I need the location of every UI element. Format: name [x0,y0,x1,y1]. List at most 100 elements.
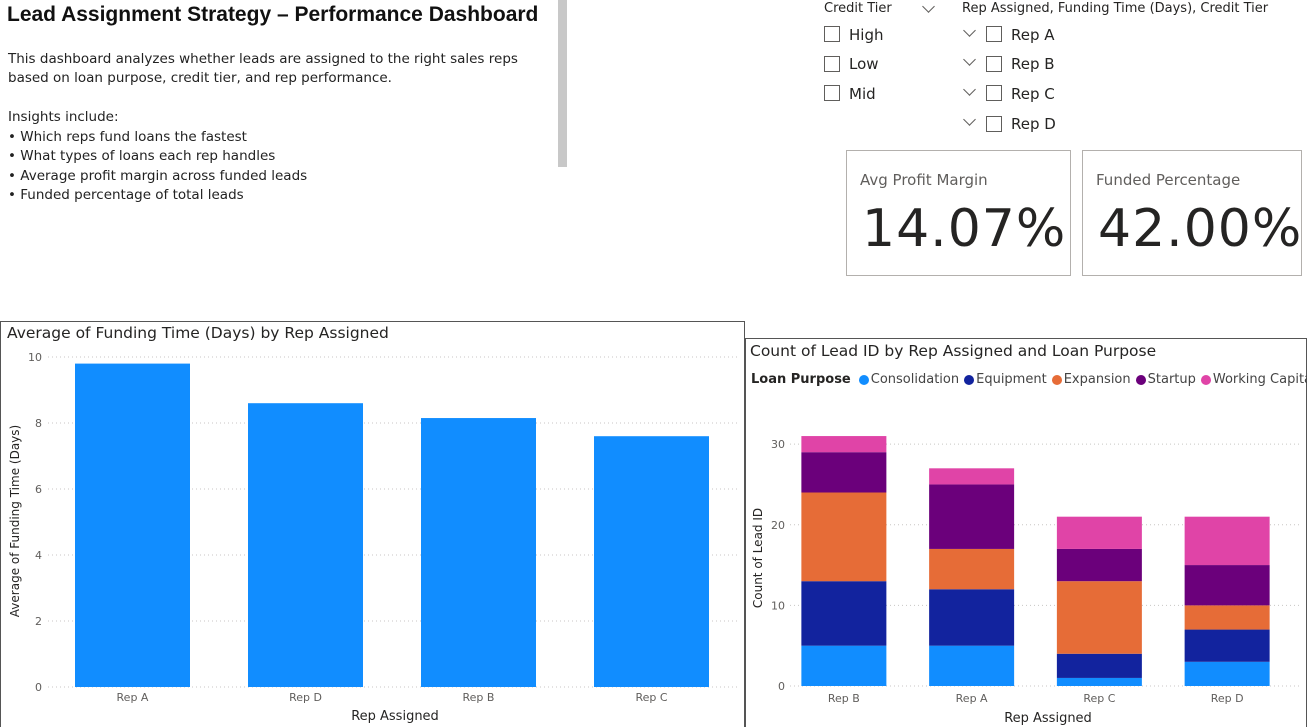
y-axis-title: Average of Funding Time (Days) [8,425,22,617]
chevron-down-icon[interactable] [963,53,976,66]
checkbox[interactable] [986,116,1002,132]
x-tick-label: Rep D [289,691,322,704]
checkbox[interactable] [986,26,1002,42]
y-tick-label: 8 [35,417,42,430]
card-value: 14.07% [862,199,1067,259]
bar [421,418,536,687]
y-tick-label: 10 [28,351,42,364]
bar-segment [929,589,1015,646]
bar-segment [1184,516,1270,566]
legend-label: Working Capital [1212,372,1307,387]
legend-item[interactable]: Expansion [1051,372,1131,387]
insights-list: Which reps fund loans the fastest What t… [8,128,307,206]
x-tick-label: Rep C [635,691,667,704]
y-tick-label: 0 [778,680,785,693]
legend-label: Consolidation [870,372,960,387]
bar [594,436,709,687]
bar-segment [1056,516,1142,549]
card-value: 42.00% [1098,199,1303,259]
bar-segment [1056,653,1142,678]
insight-item: Average profit margin across funded lead… [8,167,307,187]
bar-segment [801,452,887,493]
chart-plot: 0 10 20 30 Rep B Rep A Rep C Rep D Rep Assigned C… [751,436,1301,726]
x-axis-title: Rep Assigned [1004,711,1092,726]
textbox-scrollbar[interactable] [558,0,567,167]
checkbox[interactable] [824,26,840,42]
bar-segment [801,581,887,646]
y-tick-label: 10 [771,599,785,612]
bar-segment [1056,677,1142,686]
card-label: Funded Percentage [1096,171,1241,189]
x-tick-label: Rep B [463,691,495,704]
y-tick-label: 0 [35,681,42,694]
bar-segment [1056,581,1142,654]
bar-segment [1184,629,1270,662]
chevron-down-icon[interactable] [963,83,976,96]
bar-segment [801,492,887,582]
checkbox[interactable] [824,85,840,101]
chart-plot: 0 2 4 6 8 10 Rep A Rep D Rep B Rep C Rep Assigned A… [8,351,740,724]
bar-segment [929,468,1015,485]
credit-tier-slicer-header: Credit Tier [824,1,892,16]
legend-item[interactable]: Equipment [964,372,1047,387]
legend-item[interactable]: Startup [1135,372,1196,387]
bar-segment [1184,605,1270,630]
x-tick-label: Rep A [956,692,988,705]
x-tick-label: Rep B [828,692,860,705]
lead-count-chart[interactable]: Count of Lead ID by Rep Assigned and Loa… [745,338,1307,727]
slicer-option-label: Mid [849,85,876,103]
funding-time-chart[interactable]: Average of Funding Time (Days) by Rep As… [0,321,745,727]
legend-item[interactable]: Working Capital [1200,372,1307,387]
legend-title: Loan Purpose [751,372,851,387]
intro-description: This dashboard analyzes whether leads ar… [8,51,518,86]
avg-profit-margin-card[interactable]: Avg Profit Margin 14.07% [846,150,1071,276]
y-tick-label: 20 [771,519,785,532]
card-label: Avg Profit Margin [860,171,988,189]
insights-heading: Insights include: [8,109,119,125]
insight-item: Which reps fund loans the fastest [8,128,307,148]
bar-segment [801,436,887,453]
bar-segment [1056,548,1142,582]
funded-percentage-card[interactable]: Funded Percentage 42.00% [1082,150,1302,276]
bar [75,363,190,687]
bar-segment [801,645,887,686]
chart-title: Count of Lead ID by Rep Assigned and Loa… [750,342,1157,360]
slicer-option-label: Rep C [1011,85,1055,103]
legend-label: Startup [1147,372,1196,387]
checkbox[interactable] [824,56,840,72]
x-axis-title: Rep Assigned [351,709,439,724]
legend-marker [858,374,869,385]
legend-label: Equipment [976,372,1047,387]
checkbox[interactable] [986,56,1002,72]
rep-slicer-header: Rep Assigned, Funding Time (Days), Credi… [962,1,1269,16]
bar-segment [929,548,1015,590]
slicer-option-label: High [849,26,884,44]
slicer-option-label: Rep D [1011,115,1056,133]
x-tick-label: Rep D [1211,692,1244,705]
slicer-option-label: Rep A [1011,26,1055,44]
slicer-option-label: Rep B [1011,55,1055,73]
y-tick-label: 30 [771,438,785,451]
legend-item[interactable]: Consolidation [858,372,960,387]
legend-label: Expansion [1063,372,1131,387]
legend-marker [1051,374,1062,385]
legend-marker [964,374,975,385]
legend-marker [1135,374,1146,385]
chart-title: Average of Funding Time (Days) by Rep As… [7,324,389,342]
y-tick-label: 6 [35,483,42,496]
checkbox[interactable] [986,85,1002,101]
insight-item: Funded percentage of total leads [8,186,307,206]
legend-marker [1200,374,1211,385]
chevron-down-icon[interactable] [922,0,935,13]
chevron-down-icon[interactable] [963,24,976,37]
bar-segment [1184,565,1270,606]
bar-segment [929,645,1015,686]
y-tick-label: 2 [35,615,42,628]
page-title: Lead Assignment Strategy – Performance D… [7,3,539,26]
insight-item: What types of loans each rep handles [8,147,307,167]
insights-block: Insights include: Which reps fund loans … [8,108,307,206]
slicer-option-label: Low [849,55,879,73]
bar-segment [1184,661,1270,686]
x-tick-label: Rep A [117,691,149,704]
chevron-down-icon[interactable] [963,113,976,126]
